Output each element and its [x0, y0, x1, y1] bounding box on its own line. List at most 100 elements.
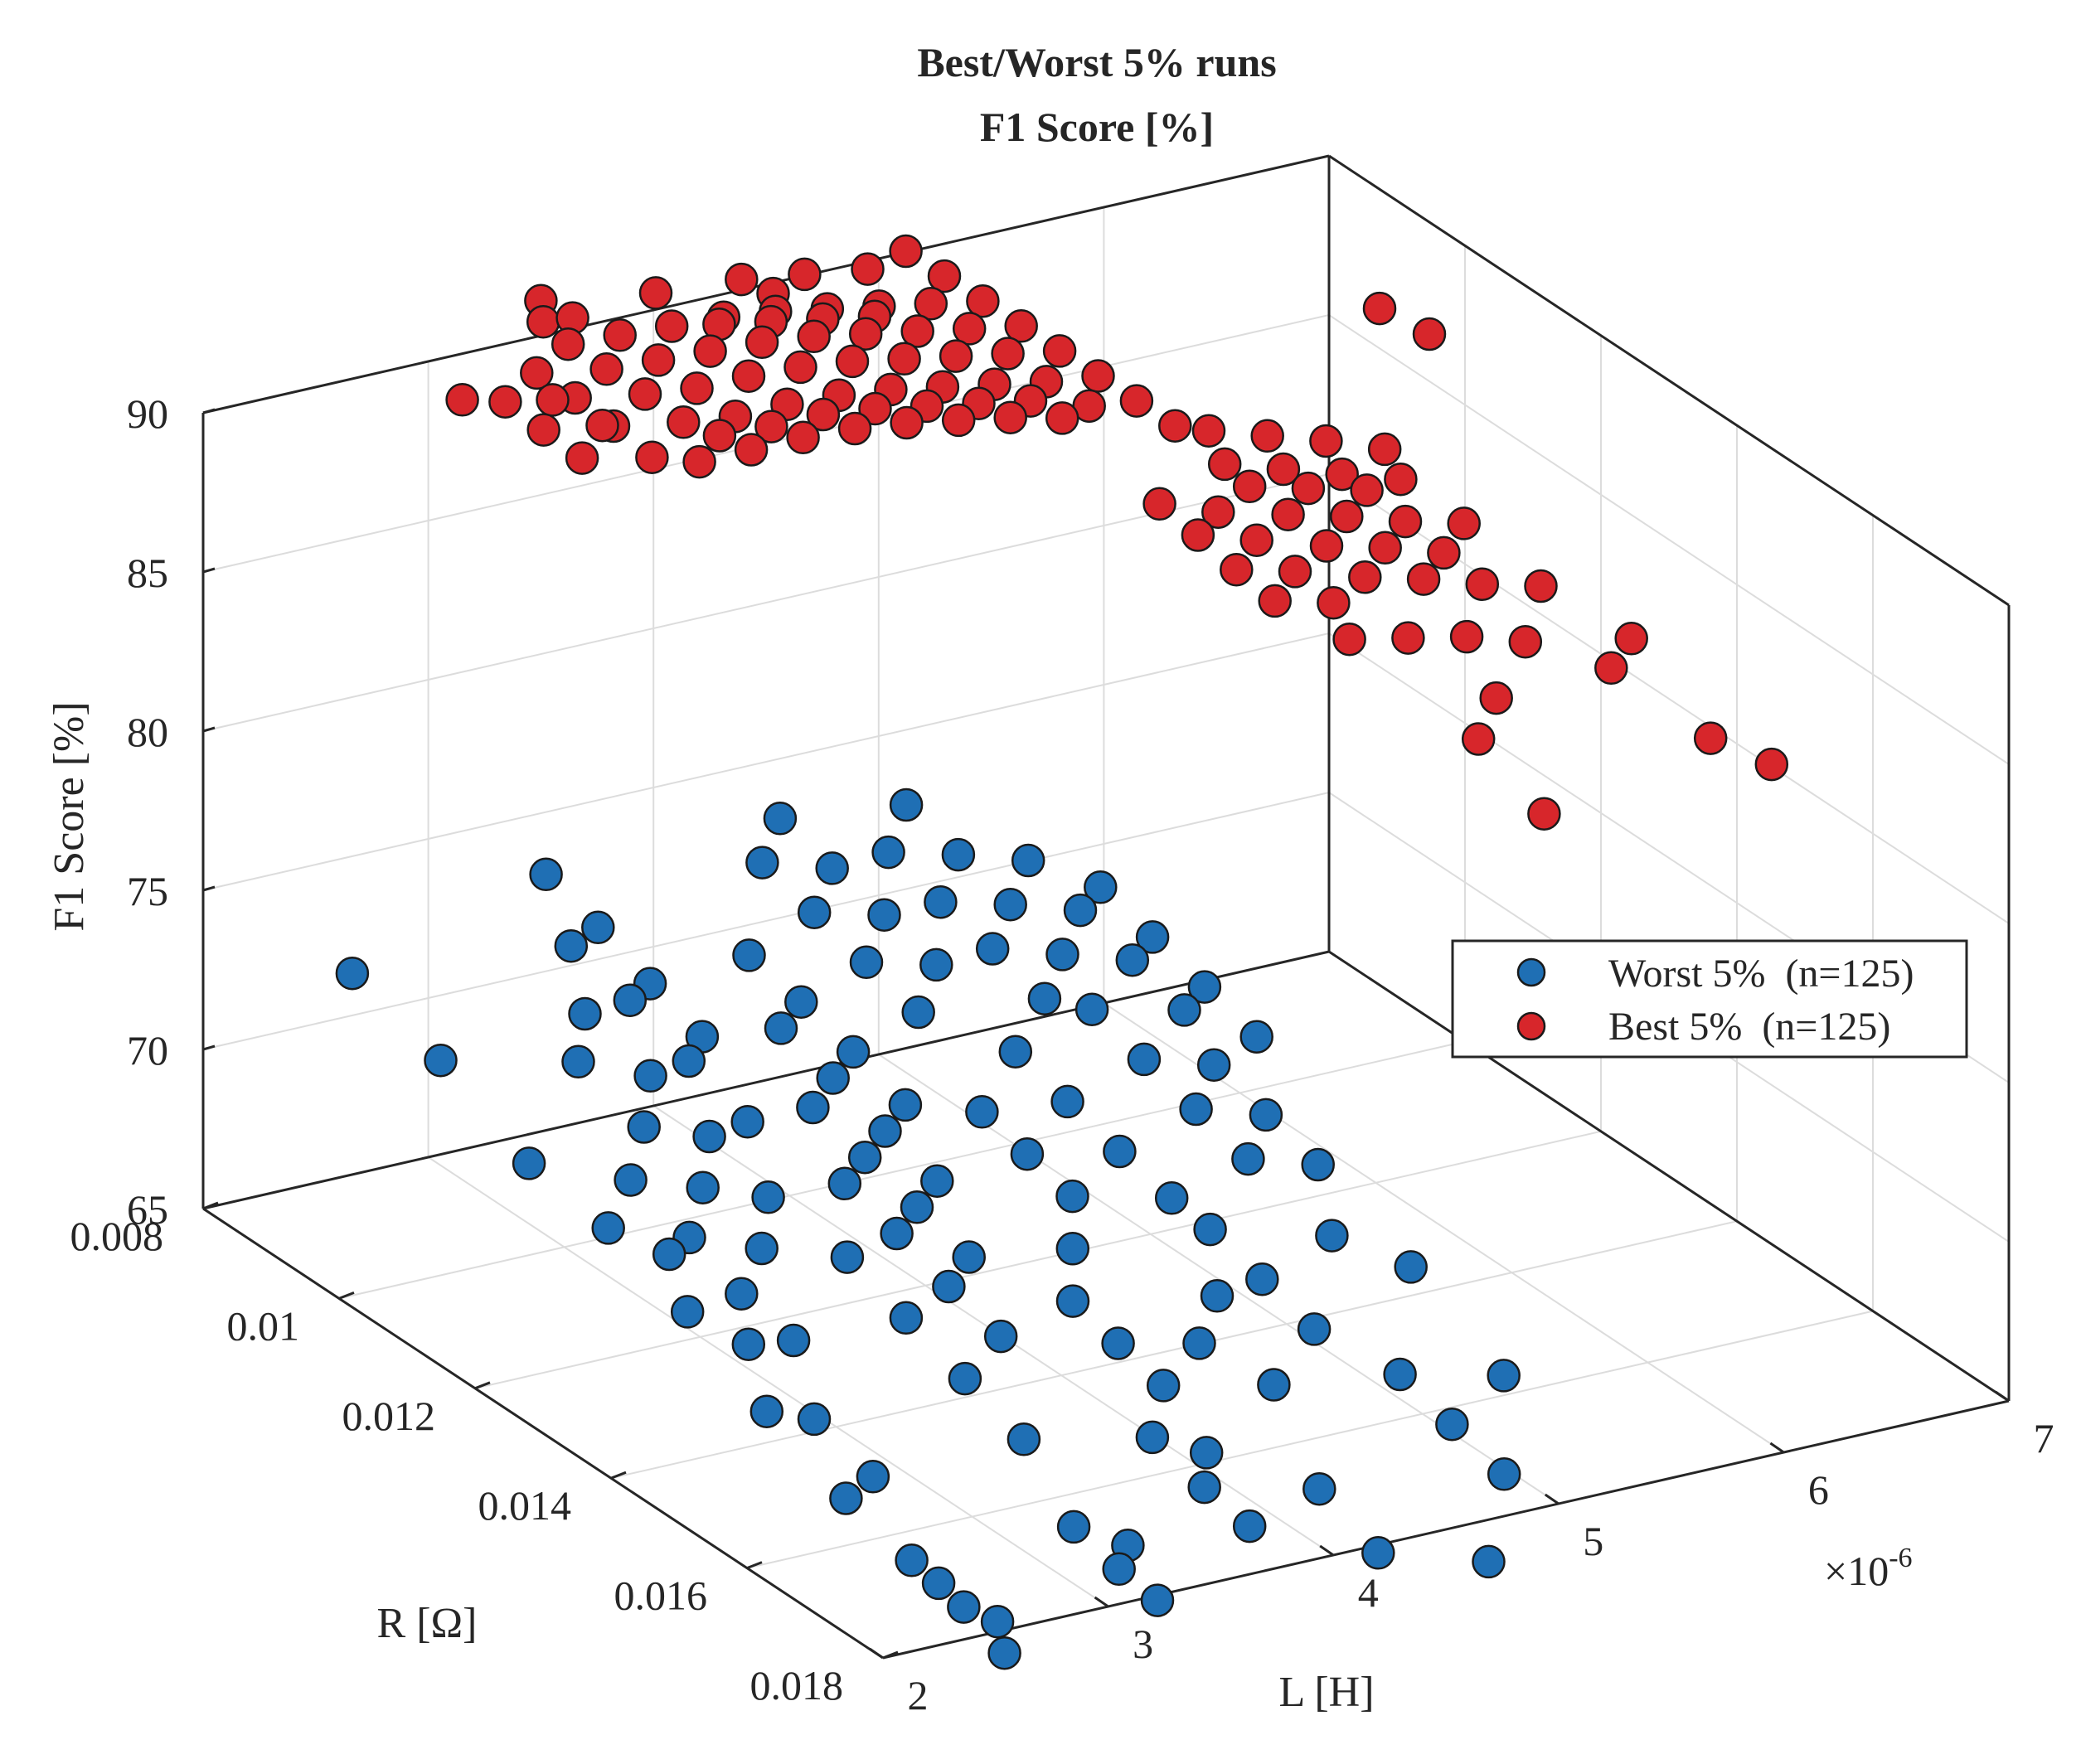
side-bottom-edge [1328, 950, 2010, 1403]
x-tick-mark [1094, 1596, 1109, 1608]
best-run-point [952, 312, 987, 346]
best-run-point [1045, 401, 1079, 435]
worst-run-point [941, 837, 976, 872]
best-run-point [783, 350, 817, 385]
grid-line-floor-y [746, 1310, 1874, 1569]
best-run-point [939, 339, 973, 373]
worst-run-point [764, 1011, 798, 1045]
worst-run-point [581, 910, 615, 945]
worst-run-point [829, 1481, 863, 1515]
best-run-point [1362, 291, 1397, 326]
best-run-point [667, 405, 701, 439]
side-top-edge [1328, 154, 2010, 607]
best-run-point [1461, 722, 1496, 756]
worst-run-point [1056, 1510, 1091, 1544]
worst-run-point [993, 887, 1027, 922]
best-run-point [565, 441, 599, 475]
worst-run-point [1055, 1232, 1090, 1266]
grid-line-floor-x [428, 1156, 1109, 1607]
worst-run-point [1231, 1141, 1265, 1176]
worst-run-point [1135, 920, 1170, 954]
best-run-point [1232, 469, 1267, 504]
best-run-point [1239, 523, 1273, 557]
worst-run-point [965, 1095, 999, 1129]
y-tick-mark [746, 1561, 763, 1569]
best-run-point [788, 257, 822, 292]
best-run-point [1388, 504, 1423, 539]
worst-run-point [1179, 1092, 1213, 1127]
best-run-point [993, 400, 1027, 434]
worst-run-point [1010, 1136, 1045, 1171]
worst-run-point [692, 1119, 726, 1154]
y-tick-label: 0.012 [342, 1393, 436, 1439]
legend-label-worst: Worst 5% (n=125) [1608, 952, 1914, 996]
best-run-point [1142, 487, 1176, 521]
best-run-point [1594, 651, 1628, 686]
worst-run-point [1302, 1471, 1336, 1506]
worst-run-point [776, 1323, 811, 1358]
grid-line-side-z [1328, 473, 2010, 924]
worst-run-point [1232, 1509, 1267, 1544]
best-run-point [1158, 409, 1192, 443]
z-tick-mark [202, 885, 216, 892]
y-tick-mark [610, 1471, 627, 1480]
z-tick-label: 80 [127, 709, 168, 755]
worst-run-point [424, 1043, 458, 1078]
best-run-point [725, 262, 759, 297]
best-run-point [1427, 536, 1461, 570]
best-run-point [702, 419, 737, 453]
best-run-point [1266, 452, 1301, 487]
best-run-point [1406, 562, 1441, 596]
worst-run-point [952, 1240, 986, 1274]
worst-run-point [1074, 992, 1109, 1026]
worst-run-point [871, 835, 905, 870]
best-run-point [603, 318, 637, 352]
best-run-point [1081, 359, 1115, 393]
best-run-point [1278, 555, 1312, 589]
x-tick-label: 2 [908, 1672, 929, 1718]
worst-run-point [1102, 1552, 1136, 1587]
x-axis-exponent: ×10-6 [1824, 1543, 1913, 1594]
best-run-point [786, 420, 820, 455]
z-tick-label: 70 [127, 1027, 168, 1073]
legend-marker-best [1516, 1011, 1546, 1041]
worst-run-point [745, 1231, 779, 1266]
y-axis-line [202, 1207, 884, 1660]
worst-run-point [554, 928, 589, 963]
worst-run-point [1193, 1212, 1227, 1247]
worst-run-point [797, 1402, 832, 1437]
best-run-point [858, 391, 892, 426]
best-run-point [1447, 506, 1481, 540]
y-tick-label: 0.008 [70, 1213, 164, 1259]
best-run-point [638, 276, 673, 310]
worst-run-point [1154, 1181, 1189, 1215]
worst-run-point [1101, 1326, 1135, 1360]
worst-run-point [867, 898, 901, 932]
best-run-point [635, 440, 669, 474]
worst-run-point [1257, 1368, 1291, 1402]
best-run-point [585, 408, 619, 443]
axes-frame [201, 154, 2011, 1660]
grid-line-floor-y [474, 1130, 1602, 1389]
y-tick-mark [474, 1381, 491, 1390]
worst-run-point [1487, 1359, 1521, 1393]
worst-run-point [1055, 1179, 1089, 1214]
worst-run-point [919, 947, 953, 982]
worst-run-point [670, 1295, 705, 1329]
z-tick-mark [202, 408, 216, 414]
best-run-point [806, 397, 841, 432]
worst-run-point [948, 1361, 982, 1396]
best-run-point [1384, 462, 1418, 497]
data-points [335, 234, 1789, 1670]
worst-run-point [1115, 943, 1150, 977]
x-tick-label: 3 [1133, 1621, 1153, 1667]
worst-run-point [983, 1319, 1018, 1354]
worst-run-point [1189, 1436, 1224, 1470]
x-tick-mark [1544, 1493, 1560, 1505]
x-tick-label: 6 [1808, 1466, 1829, 1513]
worst-run-point [1084, 870, 1118, 904]
y-tick-label: 0.014 [478, 1482, 572, 1529]
worst-run-point [1045, 938, 1079, 972]
y-axis-label: R [Ω] [377, 1600, 478, 1647]
worst-run-point [1103, 1134, 1137, 1169]
